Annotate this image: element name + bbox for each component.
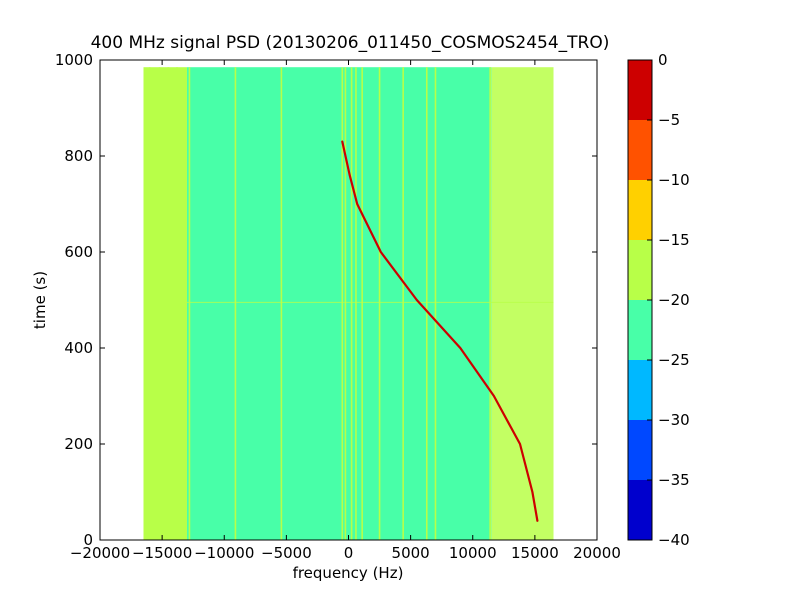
chart-title: 400 MHz signal PSD (20130206_011450_COSM… [91,33,610,53]
colorbar-tick-label: −10 [658,171,690,189]
colorbar-tick-label: −20 [658,291,690,309]
heatmap-cell-edge-left [143,67,187,540]
x-tick-label: 0 [344,544,354,562]
y-tick-label: 400 [64,339,93,357]
x-tick-label: −5000 [261,544,312,562]
x-tick-label: 15000 [511,544,559,562]
x-tick-label: 5000 [392,544,430,562]
y-axis-ticks: 0 200 400 600 800 1000 [55,51,597,549]
colorbar-segment [628,120,652,180]
colorbar-tick-label: −35 [658,471,690,489]
colorbar-segment [628,360,652,420]
colorbar-tick-label: −40 [658,531,690,549]
x-tick-label: −15000 [132,544,192,562]
y-tick-label: 0 [83,531,93,549]
colorbar-segment [628,180,652,240]
x-tick-label: 20000 [573,544,621,562]
x-tick-label: −20000 [70,544,130,562]
y-tick-label: 1000 [55,51,93,69]
colorbar-tick-label: 0 [658,51,668,69]
doppler-trace-line [341,140,539,522]
colorbar-segment [628,300,652,360]
colorbar-segment [628,60,652,120]
y-tick-label: 800 [64,147,93,165]
colorbar-segment [628,240,652,300]
colorbar-segment [628,480,652,540]
heatmap-cell-edge-right [491,67,554,540]
x-tick-label: −10000 [194,544,254,562]
spectrogram-heatmap [143,67,554,540]
colorbar-tick-label: −30 [658,411,690,429]
colorbar-segment [628,420,652,480]
plot-area [100,60,597,540]
colorbar-ticks: −40 −35 −30 −25 −20 −15 −10 −5 0 [647,51,690,549]
colorbar-tick-label: −15 [658,231,690,249]
doppler-trace-layer [341,140,539,522]
y-axis-label: time (s) [31,271,49,329]
y-tick-label: 600 [64,243,93,261]
y-tick-label: 200 [64,435,93,453]
colorbar [628,60,652,540]
colorbar-tick-label: −5 [658,111,680,129]
heatmap-cell-band [186,67,492,540]
x-tick-label: 10000 [449,544,497,562]
x-axis-ticks: −20000 −15000 −10000 −5000 0 5000 10000 15000 20… [70,60,621,562]
colorbar-tick-label: −25 [658,351,690,369]
x-axis-label: frequency (Hz) [293,564,404,582]
